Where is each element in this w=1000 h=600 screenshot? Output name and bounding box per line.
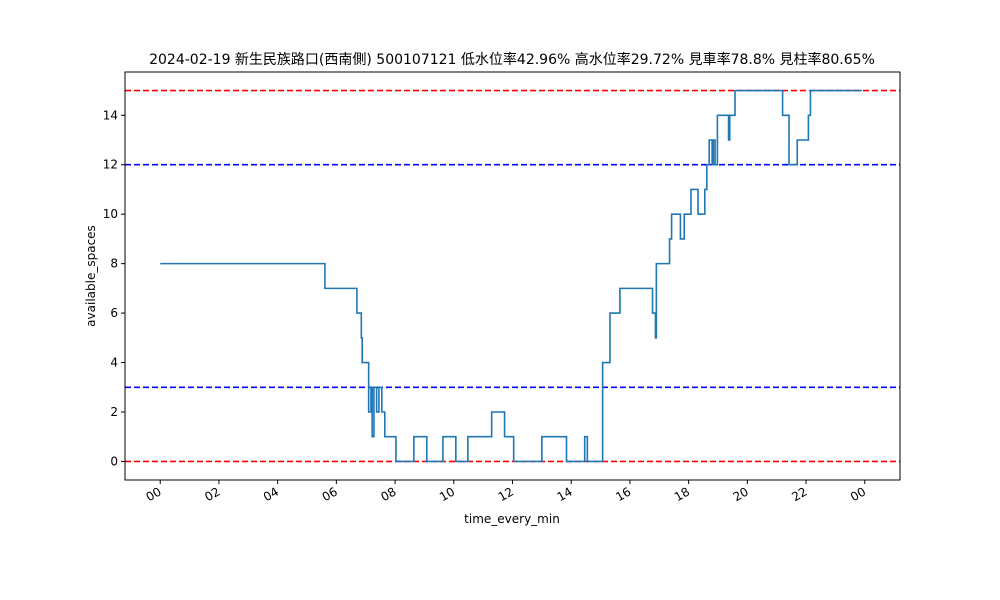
x-tick-label: 16	[613, 484, 633, 504]
x-tick-label: 14	[554, 484, 574, 504]
y-tick-label: 8	[110, 257, 118, 271]
x-tick-label: 20	[731, 484, 751, 504]
x-tick-label: 22	[789, 484, 809, 504]
y-tick-label: 12	[103, 158, 118, 172]
x-tick-label: 02	[202, 484, 222, 504]
y-tick-label: 14	[103, 108, 118, 122]
y-axis-label: available_spaces	[84, 225, 98, 327]
x-axis-label: time_every_min	[464, 512, 560, 526]
plot-frame	[124, 71, 901, 481]
y-tick-label: 4	[110, 356, 118, 370]
chart-title: 2024-02-19 新生民族路口(西南側) 500107121 低水位率42.…	[149, 51, 875, 68]
x-tick-label: 08	[378, 484, 398, 504]
x-tick-label: 00	[848, 484, 868, 504]
x-tick-label: 10	[437, 484, 457, 504]
y-tick-label: 0	[110, 454, 118, 468]
y-tick-label: 10	[103, 207, 118, 221]
y-tick-label: 6	[110, 306, 118, 320]
x-tick-label: 12	[496, 484, 516, 504]
x-tick-label: 06	[320, 484, 340, 504]
x-tick-label: 04	[261, 484, 281, 504]
y-tick-label: 2	[110, 405, 118, 419]
x-tick-label: 18	[672, 484, 692, 504]
data-line	[160, 89, 862, 463]
x-tick-label: 00	[143, 484, 163, 504]
